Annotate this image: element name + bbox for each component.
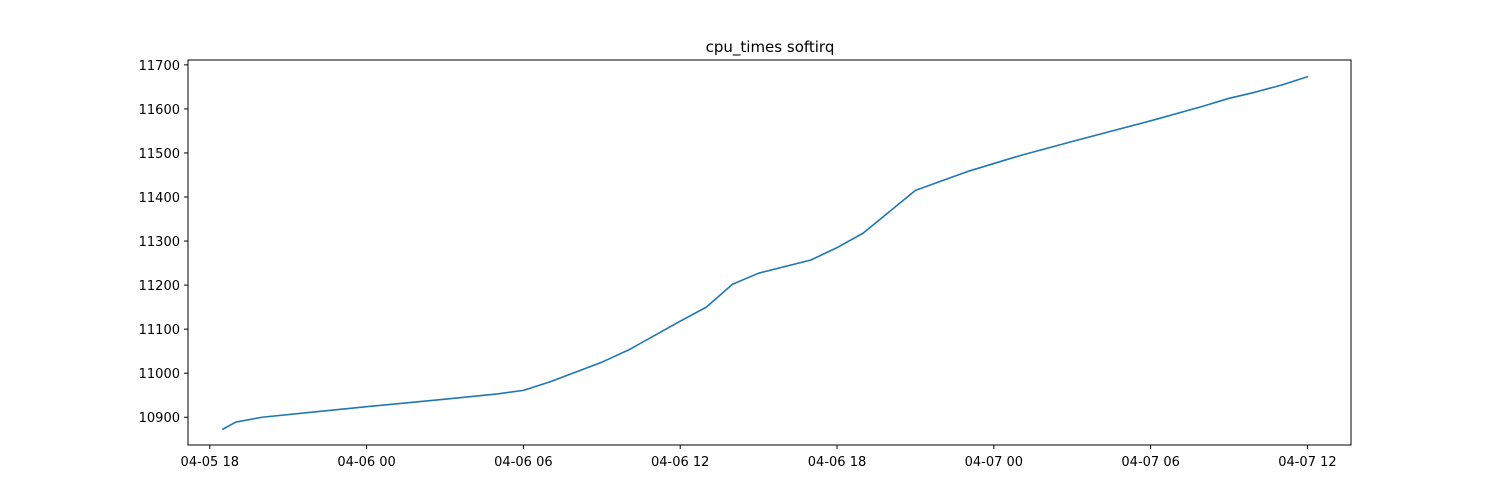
- series-layer: [222, 75, 1309, 430]
- x-tick-label: 04-06 06: [494, 455, 552, 470]
- x-axis: 04-05 18 04-06 00 04-06 06 04-06 12 04-06 18…: [181, 445, 1337, 470]
- plot-area-frame: [187, 59, 1352, 446]
- x-tick-label: 04-07 06: [1121, 455, 1179, 470]
- x-tick-label: 04-06 12: [651, 455, 709, 470]
- y-tick-label: 11600: [139, 103, 180, 118]
- series-line: [222, 75, 1309, 430]
- y-tick-label: 11200: [139, 279, 180, 294]
- y-axis: 10900 11000 11100 11200 11300 11400 11500 11600…: [139, 59, 188, 426]
- y-tick-label: 11300: [139, 235, 180, 250]
- x-tick-label: 04-05 18: [181, 455, 239, 470]
- y-tick-label: 11100: [139, 323, 180, 338]
- x-tick-label: 04-07 12: [1278, 455, 1336, 470]
- x-tick-label: 04-06 00: [337, 455, 395, 470]
- y-tick-label: 11500: [139, 147, 180, 162]
- y-tick-label: 10900: [139, 411, 180, 426]
- y-tick-label: 11700: [139, 59, 180, 74]
- x-tick-label: 04-06 18: [808, 455, 866, 470]
- chart-title: cpu_times softirq: [706, 38, 835, 57]
- y-tick-label: 11000: [139, 367, 180, 382]
- y-tick-label: 11400: [139, 191, 180, 206]
- x-tick-label: 04-07 00: [965, 455, 1023, 470]
